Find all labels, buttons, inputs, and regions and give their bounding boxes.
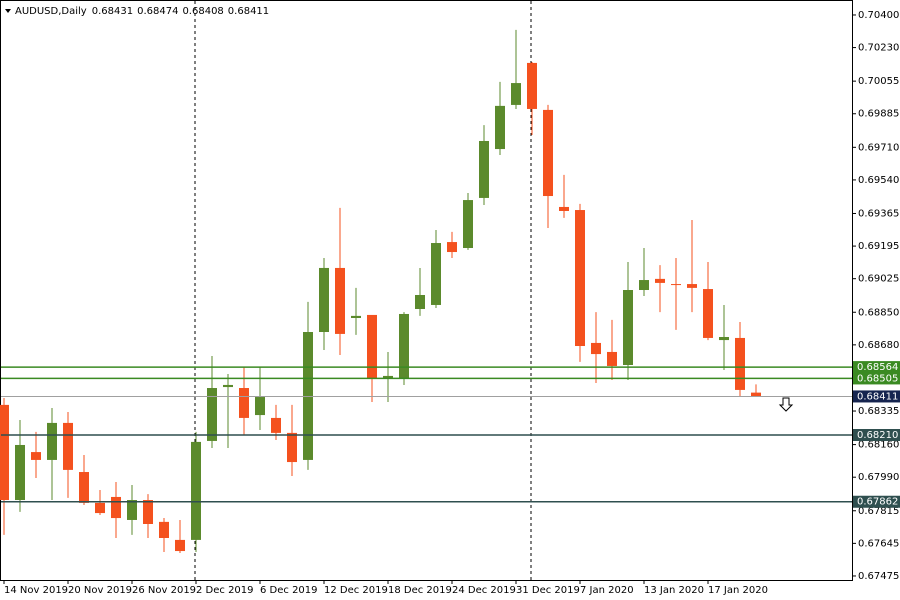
- y-tick-label: 0.67475: [858, 571, 899, 582]
- candle-body: [479, 140, 489, 198]
- y-tick-label: 0.70230: [858, 43, 899, 54]
- candle-body: [159, 521, 169, 538]
- candle-body: [415, 294, 425, 309]
- candle-body: [431, 243, 441, 305]
- x-tick-label: 20 Nov 2019: [68, 585, 132, 596]
- level-label: 0.67862: [857, 497, 898, 508]
- candle-body: [335, 267, 345, 334]
- y-tick-label: 0.70400: [858, 10, 899, 21]
- candle-body: [63, 422, 73, 470]
- level-label-box: [853, 495, 900, 508]
- x-tick-label: 14 Nov 2019: [4, 585, 68, 596]
- candle-body: [175, 539, 185, 552]
- candle-body: [255, 397, 265, 416]
- candle-body: [0, 404, 9, 501]
- y-tick-label: 0.67990: [858, 472, 899, 483]
- y-tick-label: 0.67645: [858, 538, 899, 549]
- x-tick-label: 12 Dec 2019: [324, 585, 388, 596]
- level-label: 0.68564: [857, 362, 898, 373]
- level-label-box: [853, 361, 900, 374]
- sell-arrow: [778, 397, 794, 412]
- y-tick-label: 0.69540: [858, 175, 899, 186]
- chart-header: AUDUSD,Daily 0.68431 0.68474 0.68408 0.68411: [15, 6, 269, 17]
- candle-body: [687, 284, 697, 288]
- candle-body: [223, 384, 233, 388]
- candle-body: [95, 502, 105, 514]
- candle-body: [191, 441, 201, 540]
- candle-body: [127, 500, 137, 520]
- x-tick-label: 26 Nov 2019: [132, 585, 196, 596]
- chart-title: AUDUSD,Daily: [15, 6, 87, 17]
- candle-body: [351, 315, 361, 319]
- last-price-label: 0.68411: [857, 391, 898, 402]
- y-tick-label: 0.68335: [858, 406, 899, 417]
- level-label: 0.68505: [857, 373, 898, 384]
- candle-body: [447, 242, 457, 253]
- y-tick-label: 0.68160: [858, 440, 899, 451]
- last-low: 0.68408: [182, 6, 223, 17]
- x-tick-label: 7 Jan 2020: [580, 585, 634, 596]
- candle-body: [367, 314, 377, 379]
- menu-triangle: [5, 9, 11, 13]
- candle-body: [143, 500, 153, 524]
- last-high: 0.68474: [137, 6, 178, 17]
- y-tick-label: 0.68680: [858, 340, 899, 351]
- x-tick-label: 2 Dec 2019: [196, 585, 254, 596]
- candle-body: [719, 336, 729, 341]
- candle-body: [671, 284, 681, 286]
- level-label-box: [853, 372, 900, 385]
- x-tick-label: 24 Dec 2019: [452, 585, 516, 596]
- last-close: 0.68411: [228, 6, 269, 17]
- candle-body: [31, 452, 41, 460]
- level-label: 0.68210: [857, 430, 898, 441]
- y-tick-label: 0.69885: [858, 109, 899, 120]
- y-tick-label: 0.69365: [858, 208, 899, 219]
- y-tick-label: 0.69195: [858, 241, 899, 252]
- candle-body: [15, 444, 25, 501]
- candle-body: [655, 278, 665, 283]
- candle-body: [495, 105, 505, 150]
- x-tick-label: 31 Dec 2019: [516, 585, 580, 596]
- candle-body: [271, 417, 281, 433]
- y-tick-label: 0.69025: [858, 274, 899, 285]
- y-tick-label: 0.67815: [858, 506, 899, 517]
- candle-body: [239, 388, 249, 418]
- candle-body: [527, 62, 537, 109]
- candle-body: [79, 472, 89, 503]
- candle-body: [207, 388, 217, 441]
- candle-body: [607, 351, 617, 366]
- candle-body: [111, 496, 121, 519]
- candle-body: [287, 432, 297, 463]
- candle-body: [543, 109, 553, 197]
- candle-body: [575, 210, 585, 347]
- candle-body: [623, 290, 633, 365]
- candle-body: [383, 375, 393, 379]
- last-open: 0.68431: [92, 6, 133, 17]
- candle-body: [511, 83, 521, 105]
- x-tick-label: 18 Dec 2019: [388, 585, 452, 596]
- last-price-box: [853, 390, 900, 403]
- candle-body: [591, 342, 601, 355]
- candle-body: [751, 392, 761, 397]
- x-tick-label: 17 Jan 2020: [708, 585, 768, 596]
- x-tick-label: 13 Jan 2020: [644, 585, 704, 596]
- candle-body: [559, 206, 569, 211]
- y-tick-label: 0.69710: [858, 142, 899, 153]
- candle-body: [399, 313, 409, 379]
- candle-body: [319, 267, 329, 333]
- x-tick-label: 6 Dec 2019: [260, 585, 318, 596]
- candle-body: [47, 422, 57, 460]
- candle-body: [639, 280, 649, 291]
- candle-body: [703, 289, 713, 338]
- y-tick-label: 0.70055: [858, 76, 899, 87]
- candle-body: [463, 200, 473, 249]
- candle-body: [735, 337, 745, 390]
- y-tick-label: 0.68850: [858, 307, 899, 318]
- level-label-box: [853, 429, 900, 442]
- plot-frame: [0, 0, 853, 581]
